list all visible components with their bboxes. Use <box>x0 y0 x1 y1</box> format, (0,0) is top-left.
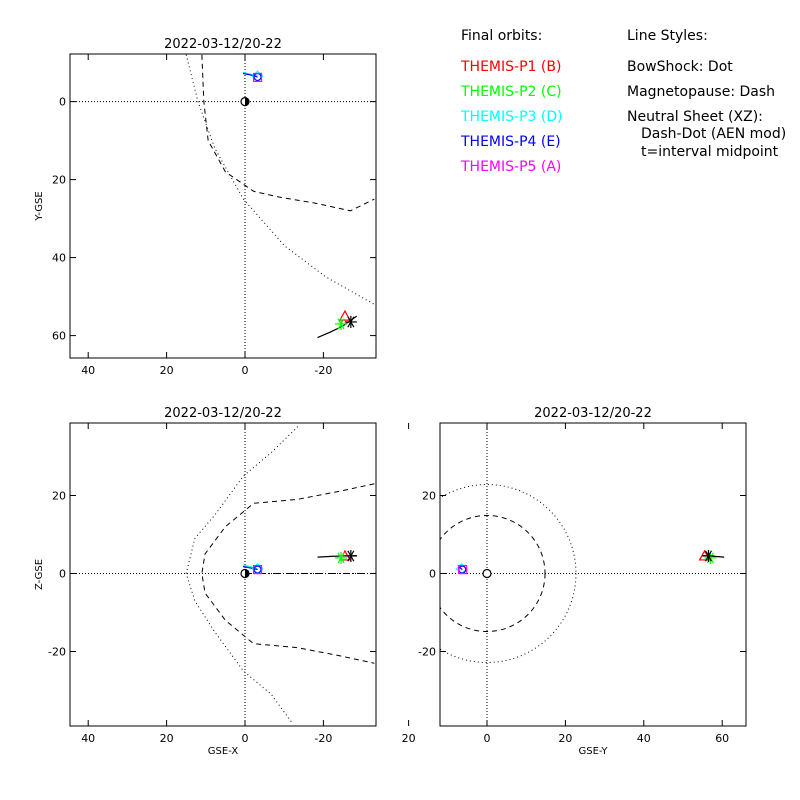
plot-title: 2022-03-12/20-22 <box>164 406 282 421</box>
x-tick-label: -20 <box>314 364 332 377</box>
x-tick-label: 40 <box>81 732 95 745</box>
x-tick-label: 0 <box>484 732 491 745</box>
bow-shock-curve <box>185 424 300 722</box>
earth-night-side <box>245 97 249 106</box>
line-style-entry: t=interval midpoint <box>641 144 779 160</box>
magnetopause-curve <box>201 54 375 212</box>
x-axis-label: GSE-X <box>208 746 239 757</box>
plot-area <box>70 423 376 726</box>
orbit-track <box>242 71 258 77</box>
plot-title: 2022-03-12/20-22 <box>164 37 282 52</box>
y-tick-label: 0 <box>429 568 436 581</box>
y-tick-label: -20 <box>48 646 66 659</box>
spacecraft-marker <box>344 549 357 562</box>
x-tick-label: 20 <box>160 732 174 745</box>
orbit-track <box>242 72 258 78</box>
y-tick-label: 20 <box>52 174 66 187</box>
spacecraft-marker <box>252 564 263 575</box>
plot-area <box>70 54 376 358</box>
legend-item: THEMIS-P5 (A) <box>460 159 561 175</box>
y-tick-label: 20 <box>52 490 66 503</box>
x-tick-label: 20 <box>558 732 572 745</box>
spacecraft-marker <box>344 315 357 328</box>
line-style-entry: Neutral Sheet (XZ): <box>627 109 763 125</box>
legend-item: THEMIS-P4 (E) <box>460 134 561 150</box>
legend-item: THEMIS-P1 (B) <box>460 59 561 75</box>
plot-area <box>440 423 746 726</box>
line-style-entry: Dash-Dot (AEN mod) <box>641 126 786 142</box>
legend-title: Final orbits: <box>461 28 542 44</box>
spacecraft-marker <box>702 549 715 562</box>
line-styles-note: Line Styles: BowShock: Dot Magnetopause: D… <box>627 28 786 160</box>
plot-panel: 40 20 0 -20 0 20 40 60 2022-03-12/20-22 Y-GSE <box>34 37 377 377</box>
earth-night-side <box>245 569 249 578</box>
x-axis-label: GSE-Y <box>579 746 609 757</box>
plot-title: 2022-03-12/20-22 <box>534 406 652 421</box>
legend-item: THEMIS-P2 (C) <box>460 84 562 100</box>
y-tick-label: 60 <box>52 330 66 343</box>
spacecraft-marker <box>252 72 263 83</box>
x-tick-label: 40 <box>81 364 95 377</box>
y-axis-label: Y-GSE <box>34 191 45 221</box>
x-tick-label: 0 <box>242 364 249 377</box>
spacecraft-marker <box>335 551 348 564</box>
legend: Final orbits: THEMIS-P1 (B) THEMIS-P2 (C) T… <box>460 28 563 175</box>
y-tick-label: 40 <box>52 252 66 265</box>
plot-panel: 20 0 20 40 60 -20 0 20 2022-03-12/20-22 GSE-Y <box>402 406 747 757</box>
plot-frame <box>69 53 377 359</box>
plot-frame <box>69 422 377 727</box>
earth-symbol <box>482 568 492 579</box>
bow-shock-curve <box>440 484 577 663</box>
y-tick-label: 20 <box>422 490 436 503</box>
x-tick-label: 0 <box>242 732 249 745</box>
orbit-track <box>242 564 258 570</box>
spacecraft-marker <box>338 309 351 321</box>
spacecraft-marker <box>458 564 468 575</box>
x-tick-label: 40 <box>637 732 651 745</box>
legend-item: THEMIS-P3 (D) <box>460 109 563 125</box>
orbit-track <box>242 565 258 571</box>
plot-frame <box>439 422 747 727</box>
plot-panel: 40 20 0 -20 -20 0 20 2022-03-12/20-22 GSE-X Z-GSE <box>34 406 377 757</box>
x-tick-label: 20 <box>402 732 416 745</box>
y-tick-label: -20 <box>418 646 436 659</box>
x-tick-label: 60 <box>715 732 729 745</box>
magnetopause-curve <box>440 515 546 632</box>
line-style-entry: BowShock: Dot <box>627 59 733 75</box>
spacecraft-marker <box>335 317 348 330</box>
x-tick-label: 20 <box>160 364 174 377</box>
line-style-entry: Magnetopause: Dash <box>627 84 775 100</box>
y-tick-label: 0 <box>59 96 66 109</box>
line-styles-title: Line Styles: <box>627 28 708 44</box>
y-tick-label: 0 <box>59 568 66 581</box>
x-tick-label: -20 <box>314 732 332 745</box>
y-axis-label: Z-GSE <box>34 559 45 590</box>
bow-shock-curve <box>185 54 375 305</box>
